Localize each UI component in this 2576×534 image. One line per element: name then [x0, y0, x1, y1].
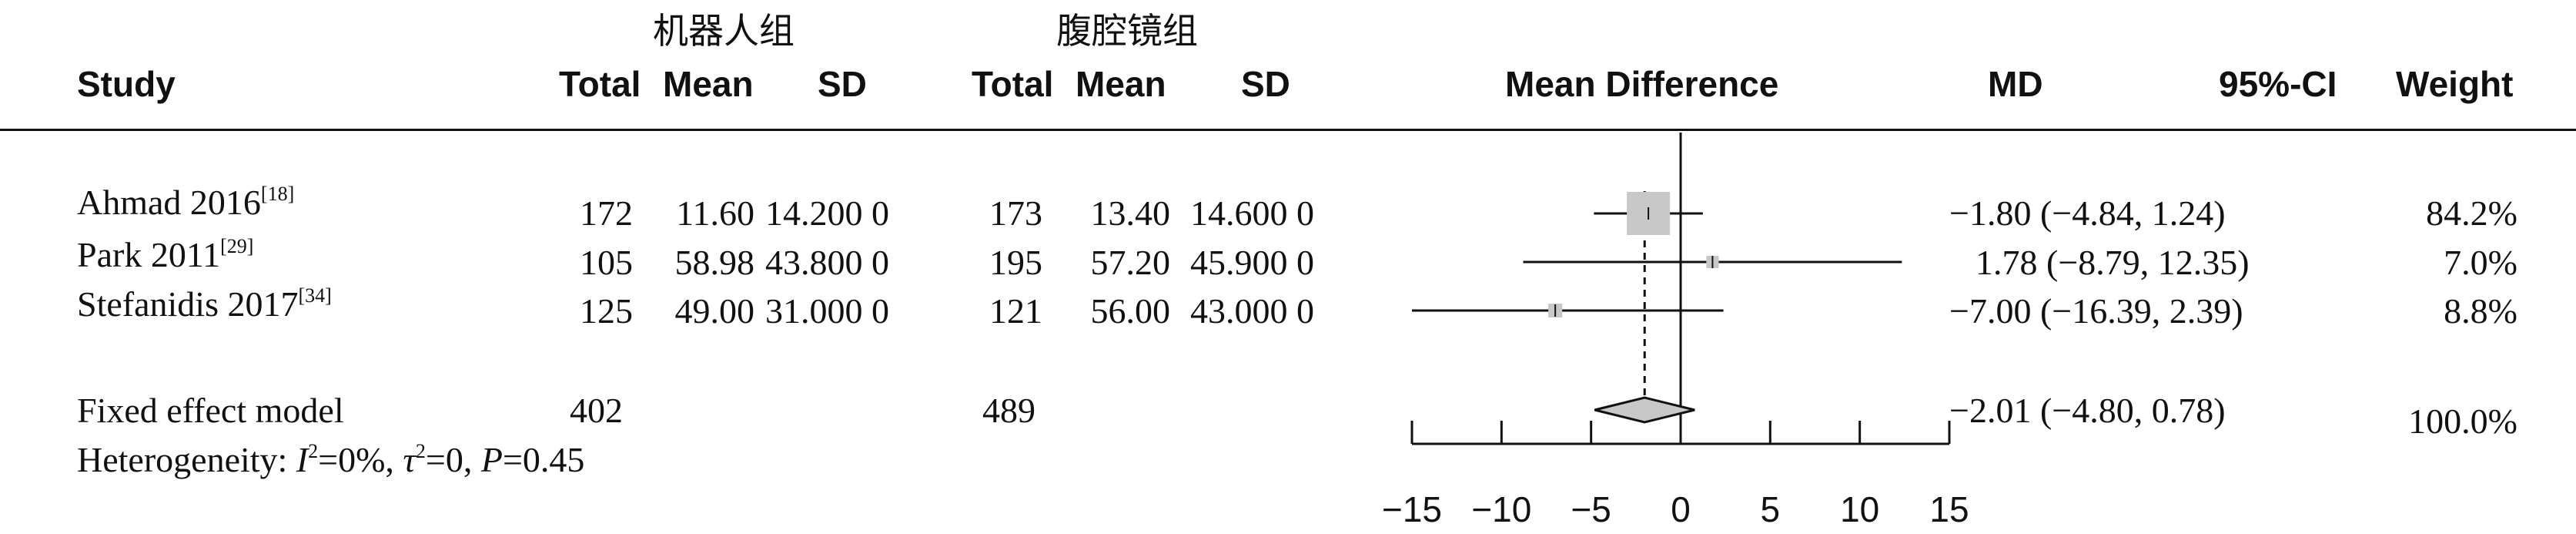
study-sd-robot: 14.200 0 — [765, 193, 889, 233]
study-sd-robot: 43.800 0 — [765, 243, 889, 282]
study-weight: 84.2% — [2426, 193, 2517, 233]
header-rule — [0, 129, 2576, 131]
study-name: Stefanidis 2017[34] — [77, 284, 332, 324]
study-name: Ahmad 2016[18] — [77, 183, 295, 222]
study-total-laparoscopy: 121 — [989, 291, 1042, 331]
heterogeneity-text: Heterogeneity: I2=0%, τ2=0, P=0.45 — [77, 440, 585, 479]
header-mean-robot: Mean — [663, 64, 754, 104]
study-sd-robot: 31.000 0 — [765, 291, 889, 331]
group-label-robot: 机器人组 — [653, 10, 795, 52]
group-label-laparoscopy: 腹腔镜组 — [1056, 10, 1198, 52]
header-total-laparoscopy: Total — [972, 64, 1054, 104]
summary-md-ci: −2.01 (−4.80, 0.78) — [1949, 391, 2226, 430]
study-md-ci: −7.00 (−16.39, 2.39) — [1949, 291, 2243, 331]
header-weight: Weight — [2396, 64, 2514, 104]
summary-total-laparoscopy: 489 — [982, 391, 1035, 430]
x-tick-label: −5 — [1571, 489, 1611, 529]
study-total-laparoscopy: 173 — [989, 193, 1042, 233]
x-tick-label: −10 — [1471, 489, 1531, 529]
summary-label: Fixed effect model — [77, 391, 344, 430]
x-tick-label: 0 — [1671, 489, 1691, 529]
x-tick-label: 15 — [1929, 489, 1969, 529]
pooled-diamond — [1594, 396, 1695, 424]
study-mean-robot: 11.60 — [676, 193, 754, 233]
header-study: Study — [77, 64, 176, 104]
study-name: Park 2011[29] — [77, 235, 254, 274]
study-md-ci: 1.78 (−8.79, 12.35) — [1975, 243, 2250, 282]
study-mean-robot: 58.98 — [674, 243, 755, 282]
study-mean-laparoscopy: 56.00 — [1090, 291, 1171, 331]
study-total-robot: 125 — [580, 291, 633, 331]
header-mean-laparoscopy: Mean — [1076, 64, 1166, 104]
x-tick-label: −15 — [1382, 489, 1442, 529]
summary-total-robot: 402 — [570, 391, 623, 430]
study-mean-laparoscopy: 13.40 — [1090, 193, 1171, 233]
header-total-robot: Total — [559, 64, 641, 104]
study-mean-laparoscopy: 57.20 — [1090, 243, 1171, 282]
study-weight: 8.8% — [2444, 291, 2517, 331]
study-sd-laparoscopy: 43.000 0 — [1190, 291, 1314, 331]
summary-weight: 100.0% — [2408, 401, 2517, 441]
study-mean-robot: 49.00 — [674, 291, 755, 331]
study-weight: 7.0% — [2444, 243, 2517, 282]
study-md-ci: −1.80 (−4.84, 1.24) — [1949, 193, 2226, 233]
study-total-robot: 105 — [580, 243, 633, 282]
header-ci: 95%-CI — [2219, 64, 2337, 104]
study-total-robot: 172 — [580, 193, 633, 233]
x-tick-label: 5 — [1761, 489, 1781, 529]
study-sd-laparoscopy: 14.600 0 — [1190, 193, 1314, 233]
study-sd-laparoscopy: 45.900 0 — [1190, 243, 1314, 282]
study-total-laparoscopy: 195 — [989, 243, 1042, 282]
header-sd-robot: SD — [818, 64, 867, 104]
header-sd-laparoscopy: SD — [1241, 64, 1290, 104]
header-mean-difference: Mean Difference — [1505, 64, 1779, 104]
x-tick-label: 10 — [1840, 489, 1879, 529]
header-md: MD — [1988, 64, 2043, 104]
